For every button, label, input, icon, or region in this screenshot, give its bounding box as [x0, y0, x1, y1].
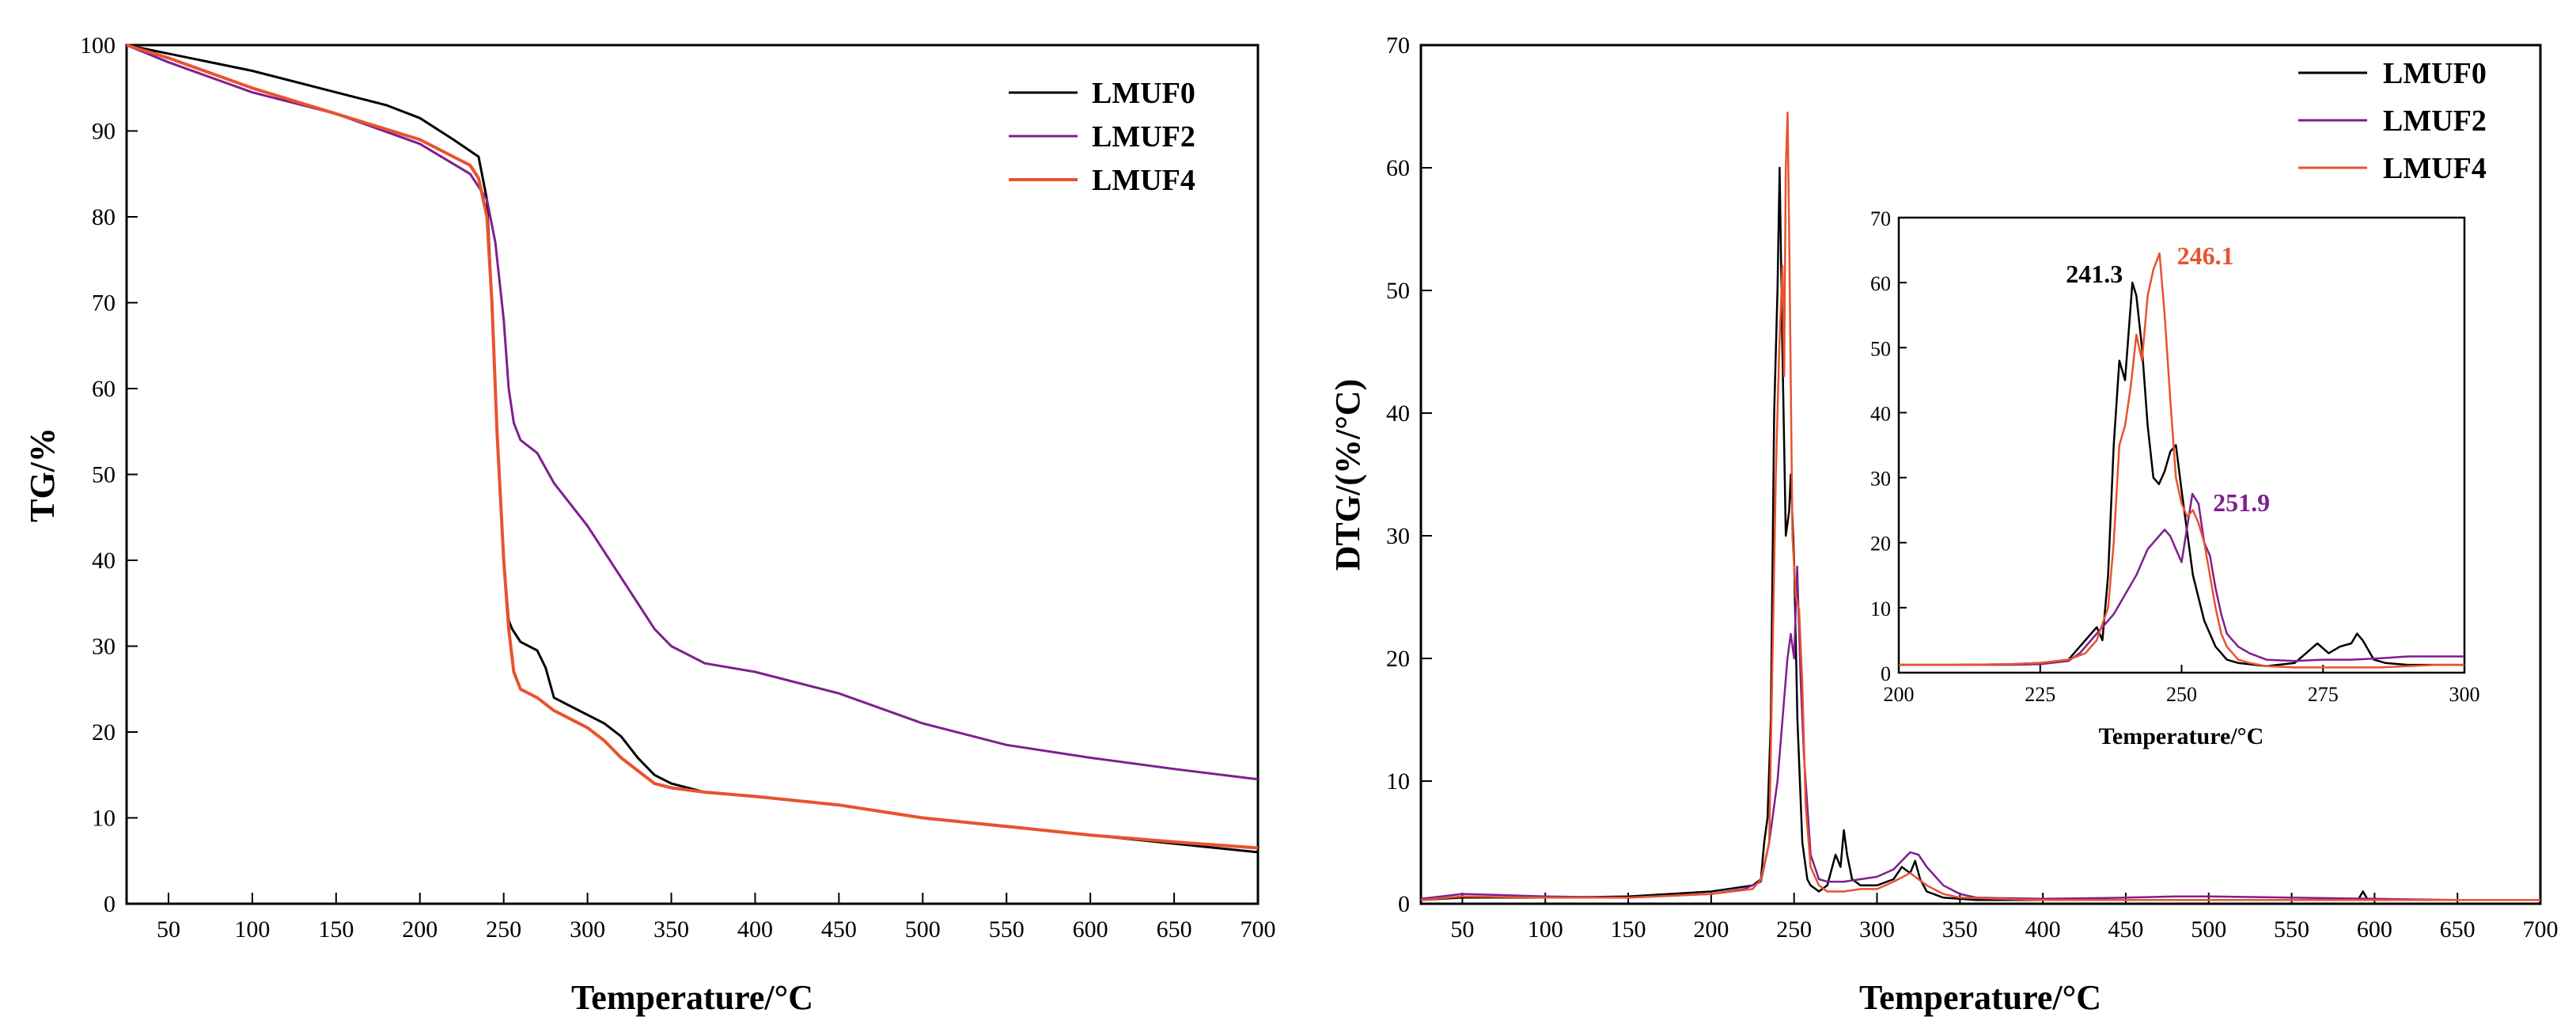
dtg-inset-x-tick-label: 300 [2449, 683, 2480, 706]
tg-x-tick-label: 150 [318, 916, 354, 943]
dtg-y-tick-label: 50 [1386, 278, 1410, 304]
tg-y-axis: 0 10 20 30 40 50 60 70 80 90 100 [80, 32, 138, 917]
dtg-x-tick-label: 450 [2108, 916, 2143, 943]
tg-series-group [126, 44, 1259, 854]
tg-y-tick-label: 80 [92, 204, 116, 230]
tg-y-tick-label: 70 [92, 290, 116, 317]
dtg-y-tick-label: 60 [1386, 155, 1410, 181]
inset-peak-label-lmuf0: 241.3 [2066, 260, 2123, 288]
dtg-plot-frame [1419, 44, 2542, 905]
dtg-x-tick-label: 350 [1942, 916, 1978, 943]
tg-legend-label-lmuf4: LMUF4 [1092, 164, 1195, 197]
dtg-x-tick-label: 550 [2274, 916, 2309, 943]
tg-series-lmuf0 [126, 44, 1259, 854]
tg-x-tick-label: 600 [1073, 916, 1108, 943]
dtg-inset-chart: 0 10 20 30 40 50 60 70 200 225 250 275 300 241.3 246… [1870, 207, 2480, 749]
dtg-y-axis: 0 10 20 30 40 50 60 70 [1386, 32, 1432, 917]
dtg-inset-x-tick-label: 250 [2166, 683, 2197, 706]
dtg-legend: LMUF0 LMUF2 LMUF4 [2298, 57, 2487, 185]
dtg-inset-y-tick-label: 70 [1870, 207, 1891, 230]
inset-series-group [1899, 252, 2464, 669]
dtg-inset-y-tick-label: 20 [1870, 533, 1891, 556]
inset-peak-annotations: 241.3 246.1 251.9 [2066, 241, 2270, 517]
dtg-legend-label-lmuf2: LMUF2 [2383, 104, 2487, 138]
dtg-x-tick-label: 50 [1450, 916, 1474, 943]
dtg-y-tick-label: 70 [1386, 32, 1410, 59]
tg-x-tick-label: 250 [486, 916, 521, 943]
tg-y-tick-label: 30 [92, 634, 116, 660]
dtg-x-tick-label: 100 [1528, 916, 1563, 943]
tg-legend-label-lmuf0: LMUF0 [1092, 77, 1195, 110]
dtg-x-tick-label: 400 [2025, 916, 2061, 943]
dtg-x-tick-label: 700 [2523, 916, 2559, 943]
dtg-x-tick-label: 200 [1693, 916, 1729, 943]
dtg-y-tick-label: 40 [1386, 400, 1410, 427]
dtg-x-tick-label: 600 [2357, 916, 2392, 943]
tg-y-tick-label: 100 [80, 32, 116, 59]
dtg-inset-x-tick-label: 225 [2025, 683, 2055, 706]
dtg-y-tick-label: 10 [1386, 768, 1410, 795]
tg-y-tick-label: 60 [92, 376, 116, 402]
tg-x-tick-label: 200 [402, 916, 438, 943]
tg-x-axis: 50 100 150 200 250 300 350 400 450 500 550 600 650 70… [157, 893, 1276, 943]
tg-y-axis-title: TG/% [23, 427, 62, 522]
tg-y-tick-label: 10 [92, 806, 116, 832]
dtg-inset-series-lmuf2 [1899, 492, 2464, 666]
tg-x-tick-label: 650 [1157, 916, 1192, 943]
dtg-inset-y-tick-label: 60 [1870, 272, 1891, 295]
dtg-x-tick-label: 250 [1776, 916, 1812, 943]
dtg-x-tick-label: 650 [2440, 916, 2476, 943]
dtg-x-tick-label: 500 [2191, 916, 2226, 943]
inset-peak-label-lmuf4: 246.1 [2177, 241, 2234, 270]
tg-x-tick-label: 550 [989, 916, 1025, 943]
dtg-x-tick-label: 150 [1611, 916, 1646, 943]
dtg-inset-x-tick-label: 275 [2308, 683, 2339, 706]
tg-x-tick-label: 350 [653, 916, 689, 943]
tg-x-tick-label: 450 [821, 916, 857, 943]
dtg-inset-x-tick-label: 200 [1884, 683, 1915, 706]
dtg-x-tick-label: 300 [1859, 916, 1895, 943]
dtg-series-group [1420, 112, 2540, 901]
tg-x-axis-title: Temperature/°C [571, 978, 813, 1017]
tg-legend: LMUF0 LMUF2 LMUF4 [1009, 77, 1195, 197]
dtg-x-axis-title: Temperature/°C [1859, 978, 2101, 1017]
dtg-inset-y-tick-label: 10 [1870, 597, 1891, 620]
tg-x-tick-label: 300 [570, 916, 605, 943]
dtg-y-tick-label: 20 [1386, 646, 1410, 672]
tg-x-tick-label: 400 [737, 916, 773, 943]
tg-chart: 0 10 20 30 40 50 60 70 80 90 100 50 100 150 200 250 300… [23, 32, 1276, 1017]
tg-series-lmuf2 [126, 44, 1259, 781]
tg-x-tick-label: 100 [234, 916, 270, 943]
tg-y-tick-label: 20 [92, 719, 116, 745]
tg-series-lmuf4 [126, 44, 1259, 850]
tg-y-tick-label: 50 [92, 462, 116, 488]
tg-y-tick-label: 90 [92, 119, 116, 145]
dtg-inset-series-lmuf4 [1899, 252, 2464, 669]
dtg-series-lmuf4 [1420, 112, 2540, 901]
tg-x-tick-label: 700 [1241, 916, 1276, 943]
tg-plot-frame [125, 44, 1260, 905]
dtg-inset-y-tick-label: 50 [1870, 337, 1891, 360]
tg-y-tick-label: 0 [104, 891, 116, 917]
inset-plot-frame [1897, 216, 2466, 674]
inset-y-axis: 0 10 20 30 40 50 60 70 [1870, 207, 1907, 685]
tg-legend-label-lmuf2: LMUF2 [1092, 120, 1195, 154]
dtg-y-axis-title: DTG/(%/°C) [1328, 379, 1367, 571]
dtg-inset-y-tick-label: 40 [1870, 402, 1891, 425]
inset-x-axis: 200 225 250 275 300 [1884, 665, 2480, 706]
dtg-legend-label-lmuf0: LMUF0 [2383, 57, 2487, 90]
inset-x-axis-title: Temperature/°C [2099, 723, 2264, 749]
dtg-x-axis: 50 100 150 200 250 300 350 400 450 500 550 600 650 70… [1450, 893, 2559, 943]
dtg-legend-label-lmuf4: LMUF4 [2383, 152, 2487, 185]
dtg-inset-y-tick-label: 30 [1870, 468, 1891, 491]
tg-y-tick-label: 40 [92, 548, 116, 574]
dtg-inset-y-tick-label: 0 [1881, 662, 1891, 685]
dtg-y-tick-label: 30 [1386, 523, 1410, 549]
tg-x-tick-label: 500 [905, 916, 941, 943]
tg-x-tick-label: 50 [157, 916, 180, 943]
dtg-y-tick-label: 0 [1398, 891, 1410, 917]
inset-peak-label-lmuf2: 251.9 [2213, 488, 2270, 517]
